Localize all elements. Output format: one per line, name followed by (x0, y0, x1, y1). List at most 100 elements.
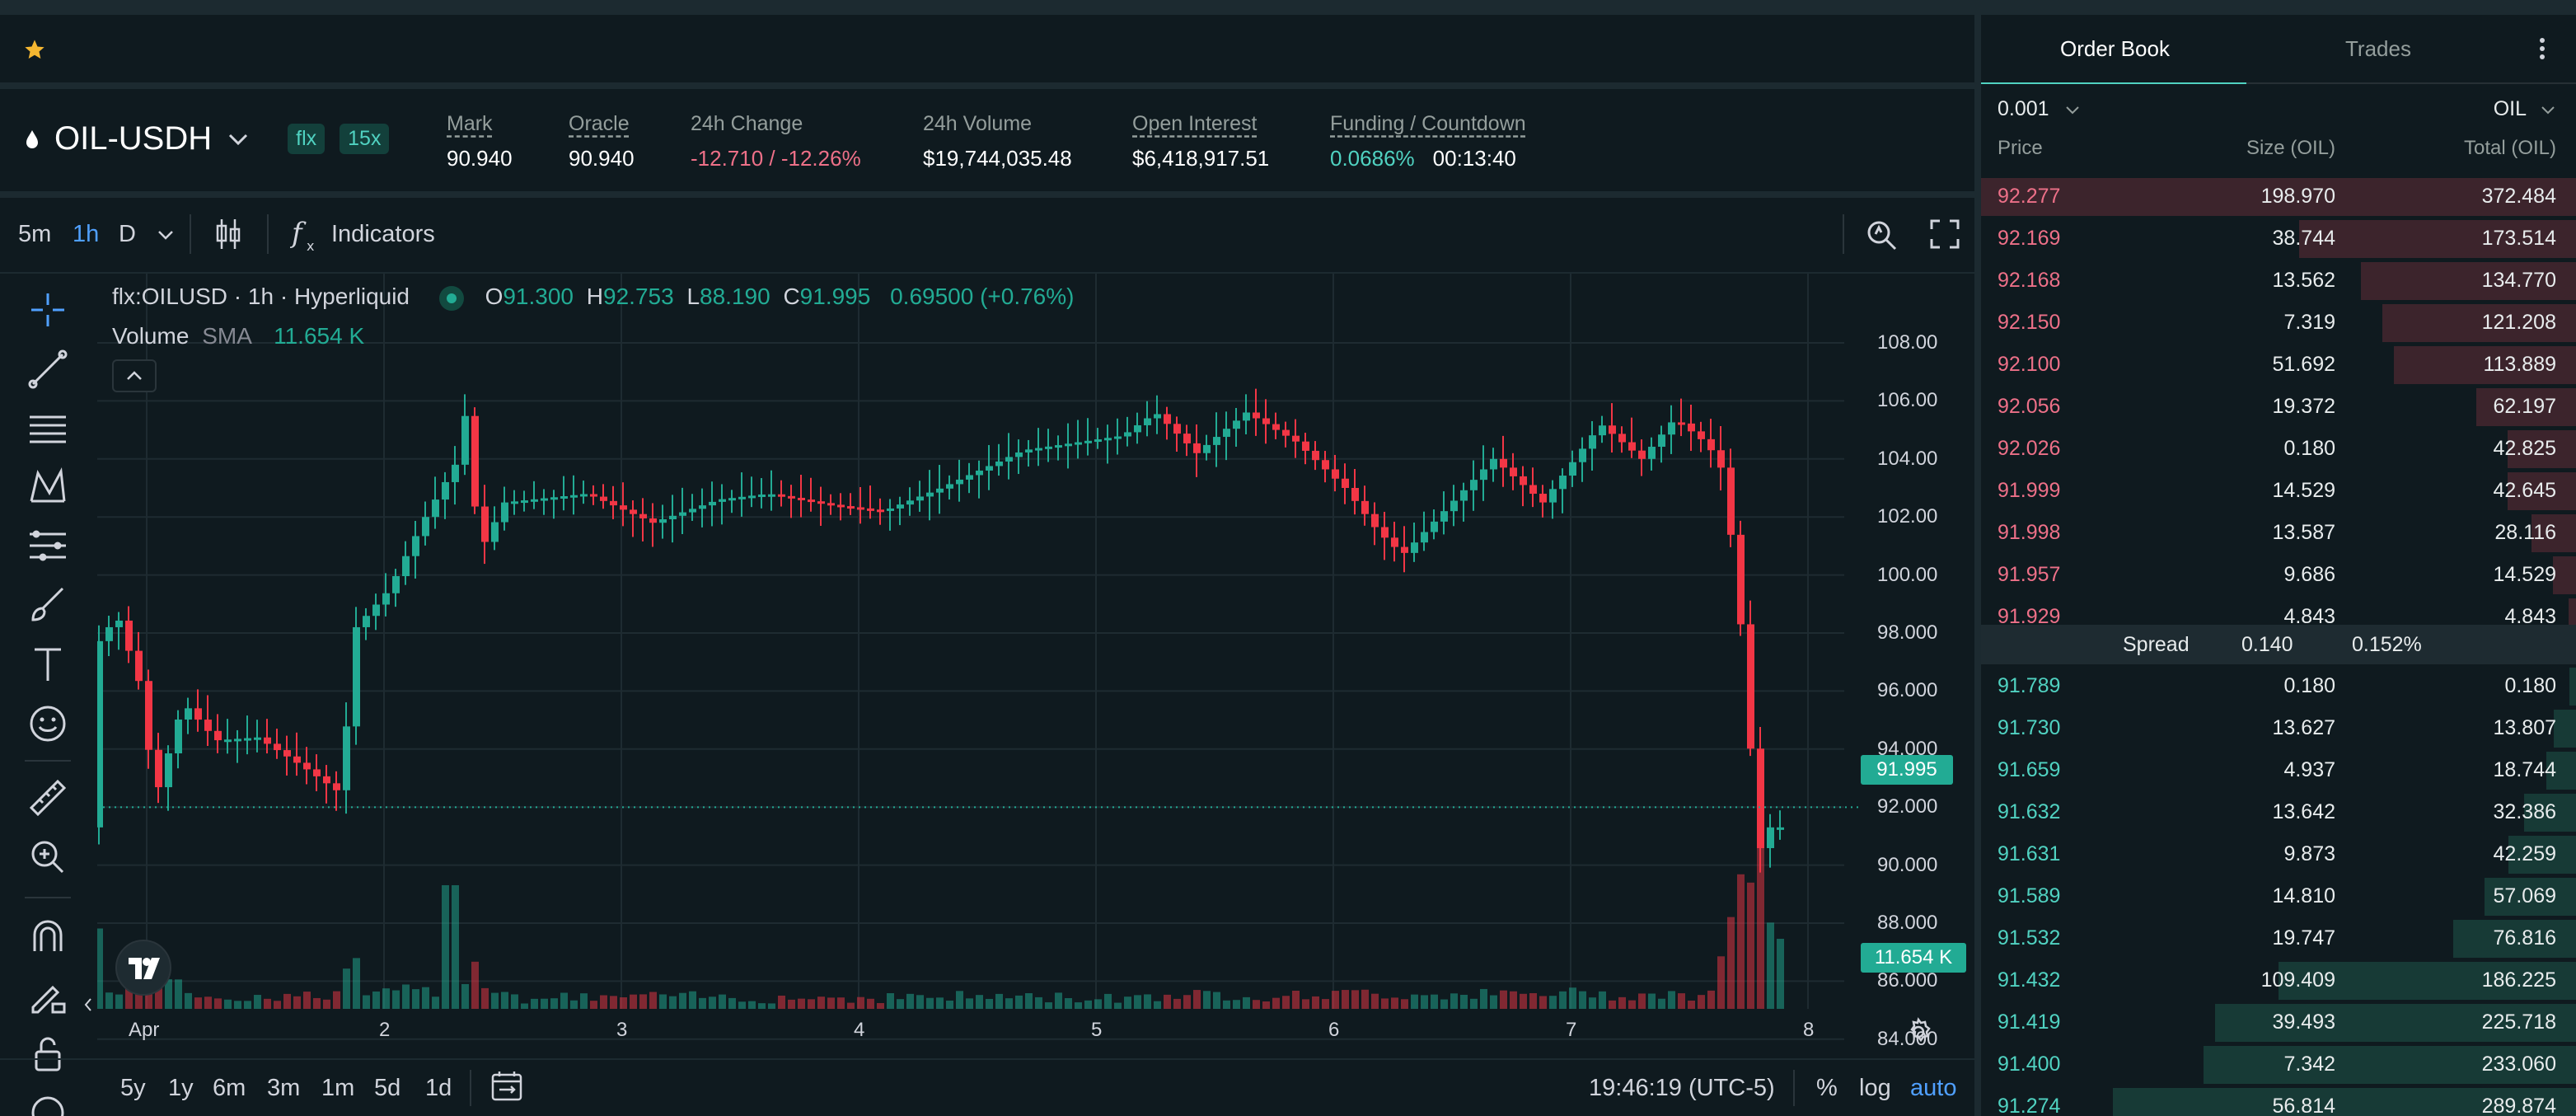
interval-1h[interactable]: 1h (73, 221, 100, 247)
ask-row[interactable]: 92.100 51.692 113.889 (1981, 345, 2576, 387)
order-size: 4.937 (2283, 758, 2335, 781)
measure-tool[interactable] (25, 775, 71, 821)
gear-icon[interactable] (1904, 1017, 1933, 1047)
unit-selector[interactable]: OIL (2494, 97, 2556, 121)
candle-body (1164, 414, 1171, 424)
candle-body (1025, 449, 1033, 452)
ask-row[interactable]: 92.277 198.970 372.484 (1981, 176, 2576, 218)
range-5y[interactable]: 5y (120, 1075, 146, 1101)
ask-row[interactable]: 91.999 14.529 42.645 (1981, 471, 2576, 513)
volume-bar (1727, 917, 1735, 1009)
lines-tool[interactable] (25, 406, 71, 452)
star-icon[interactable] (23, 38, 46, 61)
crosshair-tool[interactable] (25, 287, 71, 333)
bid-row[interactable]: 91.419 39.493 225.718 (1981, 1002, 2576, 1044)
bid-row[interactable]: 91.659 4.937 18.744 (1981, 750, 2576, 792)
candle-body (1203, 444, 1211, 453)
time-tick: 3 (616, 1019, 628, 1041)
price-chart[interactable] (97, 274, 1974, 1075)
log-scale-toggle[interactable]: log (1859, 1075, 1891, 1101)
volume-bar (1055, 992, 1062, 1009)
bid-row[interactable]: 91.532 19.747 76.816 (1981, 918, 2576, 960)
tick-size: 0.001 (1998, 97, 2049, 120)
visibility-tool[interactable] (25, 1090, 71, 1116)
range-3m[interactable]: 3m (267, 1075, 301, 1101)
volume-bar (738, 1001, 746, 1009)
candles-icon[interactable] (214, 216, 242, 252)
tradingview-logo[interactable] (115, 940, 171, 996)
candle-body (541, 498, 548, 501)
volume-bar (1421, 995, 1428, 1009)
ask-row[interactable]: 92.168 13.562 134.770 (1981, 260, 2576, 302)
range-6m[interactable]: 6m (213, 1075, 246, 1101)
ask-row[interactable]: 92.056 19.372 62.197 (1981, 387, 2576, 429)
percent-scale-toggle[interactable]: % (1816, 1075, 1838, 1101)
collapse-tools-icon[interactable] (82, 996, 94, 1014)
candle-body (353, 626, 360, 727)
pattern-tool[interactable] (25, 463, 71, 509)
emoji-tool[interactable] (25, 701, 71, 747)
range-1y[interactable]: 1y (168, 1075, 194, 1101)
candle-body (1173, 424, 1181, 434)
order-total: 62.197 (2493, 395, 2556, 418)
price-tick: 102.00 (1877, 505, 1938, 528)
volume-bar (798, 998, 805, 1009)
volume-bar (590, 1001, 597, 1009)
volume-bar (323, 999, 330, 1009)
lock-tool[interactable] (25, 1030, 71, 1076)
interval-5m[interactable]: 5m (18, 221, 52, 247)
time-tick: 7 (1566, 1019, 1577, 1041)
candle-body (1104, 438, 1112, 441)
bid-row[interactable]: 91.730 13.627 13.807 (1981, 708, 2576, 750)
text-tool[interactable] (25, 641, 71, 687)
ask-row[interactable]: 91.957 9.686 14.529 (1981, 555, 2576, 597)
more-options-icon[interactable] (2538, 36, 2546, 61)
range-1d[interactable]: 1d (425, 1075, 452, 1101)
tab-order-book[interactable]: Order Book (2060, 36, 2170, 61)
bid-row[interactable]: 91.589 14.810 57.069 (1981, 876, 2576, 918)
drawing-mode-tool[interactable] (25, 973, 71, 1019)
bid-row[interactable]: 91.432 109.409 186.225 (1981, 960, 2576, 1002)
brush-tool[interactable] (25, 582, 71, 628)
indicators-button[interactable]: Indicators (331, 221, 435, 247)
candle-body (1154, 414, 1161, 419)
bid-row[interactable]: 91.631 9.873 42.259 (1981, 834, 2576, 876)
symbol-selector[interactable]: OIL-USDH flx 15x (25, 120, 390, 157)
candle-body (274, 743, 281, 751)
ask-row[interactable]: 92.026 0.180 42.825 (1981, 429, 2576, 471)
bid-row[interactable]: 91.789 0.180 0.180 (1981, 666, 2576, 708)
zoom-tool[interactable] (25, 834, 71, 880)
ask-row[interactable]: 92.169 38.744 173.514 (1981, 218, 2576, 260)
range-1m[interactable]: 1m (321, 1075, 355, 1101)
stat-value: $19,744,035.48 (923, 146, 1072, 171)
depth-bar (2531, 514, 2576, 552)
trendline-tool[interactable] (25, 346, 71, 392)
bid-row[interactable]: 91.632 13.642 32.386 (1981, 792, 2576, 834)
volume-bar (1678, 993, 1685, 1009)
tick-size-selector[interactable]: 0.001 (1998, 97, 2081, 121)
bid-row[interactable]: 91.274 56.814 289.874 (1981, 1086, 2576, 1116)
chevron-down-icon[interactable] (157, 229, 175, 241)
tab-trades[interactable]: Trades (2345, 36, 2411, 61)
range-5d[interactable]: 5d (374, 1075, 401, 1101)
bid-row[interactable]: 91.400 7.342 233.060 (1981, 1044, 2576, 1086)
stat-value: $6,418,917.51 (1132, 146, 1270, 171)
calendar-range-icon[interactable] (489, 1070, 524, 1103)
volume-bar (1480, 988, 1487, 1009)
interval-d[interactable]: D (119, 221, 136, 247)
ask-row[interactable]: 92.150 7.319 121.208 (1981, 302, 2576, 345)
candle-body (1431, 521, 1438, 532)
candle-body (1045, 446, 1052, 449)
collapse-legend-button[interactable] (112, 359, 157, 392)
candle-body (887, 508, 894, 511)
auto-scale-toggle[interactable]: auto (1910, 1075, 1957, 1101)
fib-tool[interactable] (25, 523, 71, 569)
candle-body (115, 620, 123, 627)
quick-search-icon[interactable] (1864, 218, 1899, 252)
magnet-tool[interactable] (25, 913, 71, 959)
ask-row[interactable]: 91.929 4.843 4.843 (1981, 597, 2576, 639)
chevron-down-icon[interactable] (227, 131, 250, 148)
chart-legend: flx:OILUSD · 1h · Hyperliquid O91.300 H9… (112, 284, 1074, 311)
fullscreen-icon[interactable] (1928, 218, 1961, 251)
ask-row[interactable]: 91.998 13.587 28.116 (1981, 513, 2576, 555)
